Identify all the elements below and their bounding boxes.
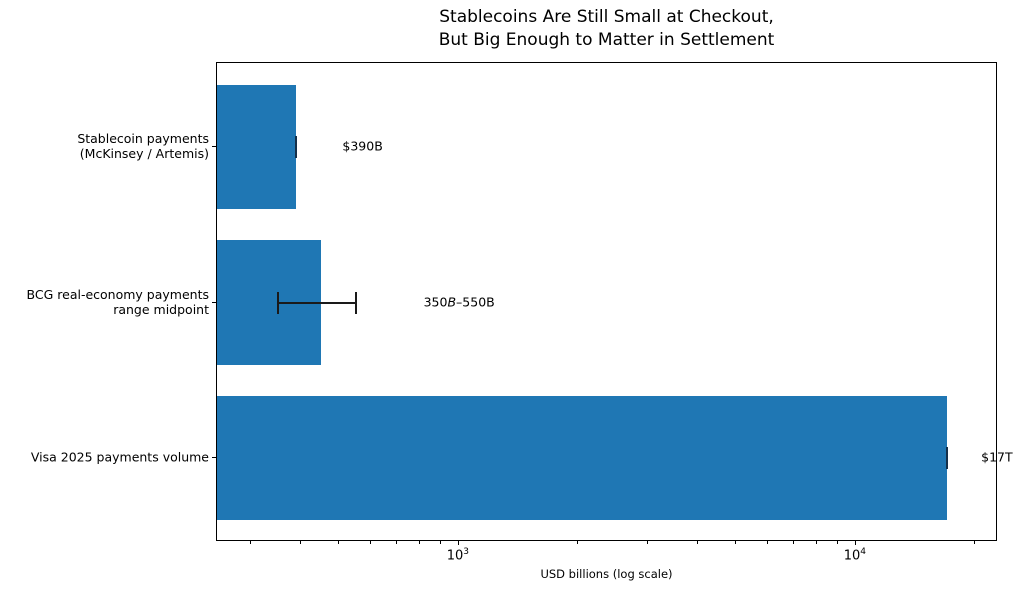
x-minor-tick-mark (338, 541, 340, 544)
x-minor-tick-mark (369, 541, 371, 544)
bar-annotation: $390B (342, 138, 382, 153)
x-major-tick-mark (457, 541, 459, 545)
bar-annotation: 350B–550B (424, 294, 495, 309)
x-tick-label-exponent: 3 (463, 547, 469, 557)
x-minor-tick-mark (735, 541, 737, 544)
chart-title-line2: But Big Enough to Matter in Settlement (438, 30, 775, 50)
chart-title: Stablecoins Are Still Small at Checkout,… (216, 6, 997, 52)
y-tick-mark (212, 457, 216, 459)
error-bar-cap (295, 135, 298, 158)
x-tick-label: 103 (446, 547, 469, 564)
x-minor-tick-mark (696, 541, 698, 544)
x-minor-tick-mark (647, 541, 649, 544)
y-tick-mark (212, 145, 216, 147)
y-tick-label-line: BCG real-economy payments (26, 286, 209, 302)
y-tick-label: Visa 2025 payments volume (0, 450, 209, 465)
y-tick-label-line: range midpoint (113, 301, 209, 317)
x-major-tick-mark (854, 541, 856, 545)
x-minor-tick-mark (250, 541, 252, 544)
bar (217, 84, 297, 210)
x-minor-tick-mark (299, 541, 301, 544)
x-minor-tick-mark (793, 541, 795, 544)
y-tick-label-line: Visa 2025 payments volume (30, 449, 209, 465)
bar-annotation-segment: 350 (423, 294, 448, 309)
error-bar-line (277, 301, 356, 304)
bar-annotation-segment: $17T (981, 449, 1013, 465)
bar-annotation-segment: B (447, 294, 457, 309)
x-minor-tick-mark (577, 541, 579, 544)
plot-area (216, 62, 997, 541)
x-minor-tick-mark (396, 541, 398, 544)
x-minor-tick-mark (816, 541, 818, 544)
y-tick-label-line: (McKinsey / Artemis) (79, 145, 209, 161)
y-tick-mark (212, 301, 216, 303)
error-bar-cap (276, 291, 279, 314)
x-tick-label: 104 (843, 547, 867, 564)
bar-annotation-segment: –550B (456, 294, 495, 309)
x-minor-tick-mark (836, 541, 838, 544)
chart-title-line1: Stablecoins Are Still Small at Checkout, (439, 7, 774, 27)
x-minor-tick-mark (439, 541, 441, 544)
x-minor-tick-mark (974, 541, 976, 544)
y-tick-label-line: Stablecoin payments (77, 130, 209, 146)
x-minor-tick-mark (419, 541, 421, 544)
error-bar-cap (946, 447, 949, 470)
bar-annotation: $17T (981, 450, 1013, 465)
x-axis-label: USD billions (log scale) (540, 567, 673, 581)
bar (217, 395, 948, 521)
error-bar-cap (354, 291, 357, 314)
bar-annotation-segment: $390B (342, 138, 383, 154)
y-tick-label: BCG real-economy payments range midpoint (0, 287, 209, 317)
x-minor-tick-mark (766, 541, 768, 544)
y-tick-label: Stablecoin payments (McKinsey / Artemis) (0, 131, 209, 161)
x-tick-label-exponent: 4 (860, 547, 867, 557)
